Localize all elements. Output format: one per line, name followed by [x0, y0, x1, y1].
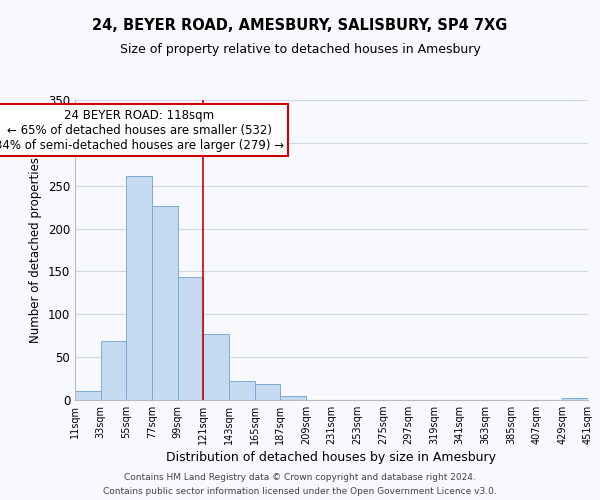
Bar	[178, 276, 203, 400]
Bar	[75, 392, 101, 400]
Y-axis label: Number of detached properties: Number of detached properties	[29, 157, 43, 343]
Bar	[152, 206, 178, 400]
Bar	[280, 396, 306, 400]
Bar	[229, 381, 254, 400]
Text: Contains public sector information licensed under the Open Government Licence v3: Contains public sector information licen…	[103, 488, 497, 496]
X-axis label: Distribution of detached houses by size in Amesbury: Distribution of detached houses by size …	[167, 452, 497, 464]
Bar	[203, 334, 229, 400]
Text: 24 BEYER ROAD: 118sqm
← 65% of detached houses are smaller (532)
34% of semi-det: 24 BEYER ROAD: 118sqm ← 65% of detached …	[0, 108, 284, 152]
Bar	[562, 398, 588, 400]
Text: Size of property relative to detached houses in Amesbury: Size of property relative to detached ho…	[119, 42, 481, 56]
Bar	[127, 176, 152, 400]
Text: 24, BEYER ROAD, AMESBURY, SALISBURY, SP4 7XG: 24, BEYER ROAD, AMESBURY, SALISBURY, SP4…	[92, 18, 508, 32]
Text: Contains HM Land Registry data © Crown copyright and database right 2024.: Contains HM Land Registry data © Crown c…	[124, 472, 476, 482]
Bar	[101, 341, 126, 400]
Bar	[254, 384, 280, 400]
